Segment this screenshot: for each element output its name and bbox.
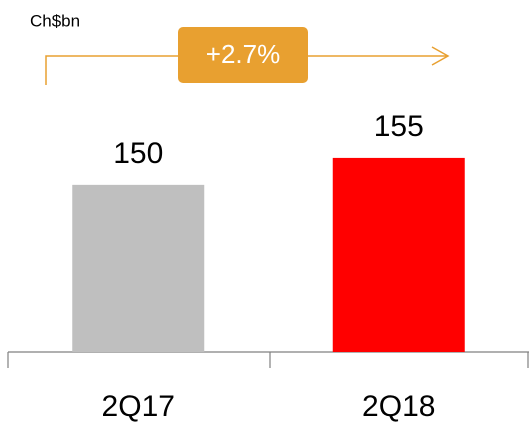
bar [72, 184, 205, 352]
arrow-head [431, 46, 450, 66]
value-label: 155 [374, 110, 424, 143]
annotation: +2.7% [206, 39, 280, 69]
annotation-box [178, 27, 308, 83]
unit-label: Ch$bn [30, 11, 80, 30]
value-label: 150 [113, 137, 163, 170]
x-tick-label: 2Q17 [102, 390, 175, 423]
bar [332, 157, 465, 352]
growth-arrow [45, 55, 448, 85]
x-tick-label: 2Q18 [362, 390, 435, 423]
